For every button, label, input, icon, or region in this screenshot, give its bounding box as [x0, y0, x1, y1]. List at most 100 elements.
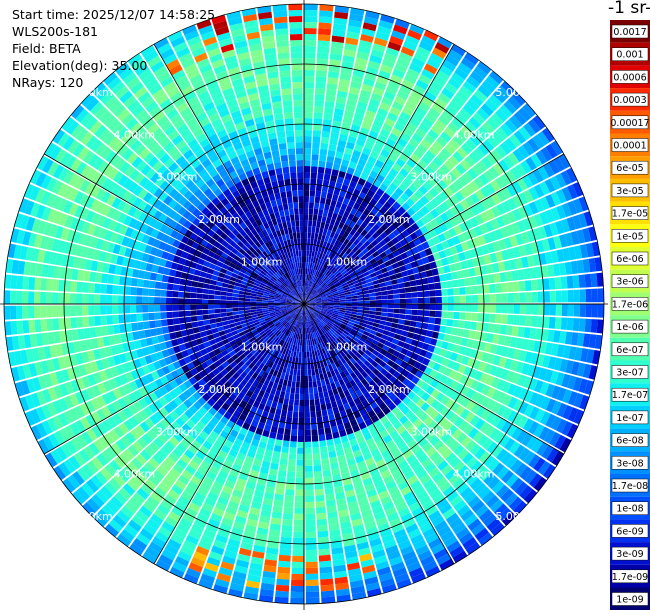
- ppi-gate: [313, 136, 321, 143]
- ppi-gate: [319, 203, 325, 210]
- ppi-gate: [310, 357, 313, 363]
- ppi-gate: [227, 288, 234, 292]
- ppi-gate: [562, 304, 568, 316]
- ppi-gate: [408, 275, 415, 281]
- ppi-gate: [313, 381, 318, 388]
- ppi-gate: [209, 290, 216, 295]
- ppi-gate: [405, 315, 412, 321]
- ppi-gate: [387, 290, 393, 295]
- ppi-gate: [292, 562, 304, 568]
- ppi-gate: [496, 294, 502, 303]
- ppi-gate: [434, 282, 441, 289]
- ppi-gate: [466, 295, 472, 303]
- ppi-gate: [296, 472, 304, 478]
- ppi-gate: [519, 315, 526, 326]
- ppi-gate: [526, 304, 532, 315]
- ppi-gate: [496, 304, 502, 313]
- ppi-gate: [306, 340, 308, 346]
- ppi-gate: [204, 278, 211, 284]
- ppi-gate: [381, 291, 388, 296]
- ppi-gate: [210, 280, 217, 286]
- ppi-gate: [16, 276, 23, 290]
- ppi-gate: [304, 58, 315, 64]
- ppi-gate: [250, 304, 256, 307]
- ppi-gate: [387, 313, 394, 318]
- ppi-gate: [34, 278, 41, 291]
- ppi-gate: [291, 387, 296, 394]
- ppi-gate: [226, 296, 232, 300]
- ppi-gate: [297, 448, 304, 454]
- ppi-gate: [94, 283, 101, 293]
- ppi-gate: [160, 312, 167, 319]
- ppi-gate: [268, 304, 274, 306]
- ppi-gate: [289, 447, 296, 454]
- ppi-gate: [400, 299, 406, 304]
- ppi-gate: [239, 291, 245, 295]
- ppi-gate: [316, 501, 326, 508]
- ppi-gate: [334, 302, 340, 304]
- ppi-gate: [364, 304, 370, 307]
- ppi-gate: [439, 274, 446, 282]
- ppi-gate: [312, 154, 319, 161]
- ppi-gate: [304, 178, 310, 184]
- ppi-gate: [305, 496, 314, 502]
- ppi-gate: [76, 294, 82, 305]
- ppi-gate: [76, 282, 83, 293]
- ppi-gate: [166, 312, 173, 319]
- ppi-gate: [154, 312, 161, 319]
- ppi-gate: [197, 282, 204, 288]
- ppi-gate: [203, 320, 210, 326]
- ppi-gate: [376, 300, 382, 304]
- ppi-gate: [310, 238, 314, 244]
- ppi-gate: [178, 311, 185, 317]
- ppi-gate: [549, 278, 556, 290]
- ppi-gate: [173, 318, 180, 325]
- ppi-gate: [465, 313, 472, 321]
- ppi-gate: [357, 310, 363, 313]
- ppi-gate: [155, 320, 162, 328]
- ppi-gate: [196, 293, 202, 298]
- ppi-gate: [172, 311, 179, 317]
- ppi-gate: [299, 418, 305, 424]
- ppi-gate: [214, 300, 220, 304]
- ppi-gate: [310, 190, 316, 196]
- ppi-gate: [226, 300, 232, 304]
- ppi-gate: [439, 326, 446, 334]
- ppi-gate: [298, 430, 304, 436]
- ppi-gate: [592, 289, 598, 303]
- ppi-gate: [369, 311, 375, 315]
- ppi-gate: [227, 316, 234, 321]
- ppi-gate: [532, 304, 538, 315]
- ppi-gate: [304, 346, 306, 352]
- ppi-gate: [305, 382, 309, 388]
- ppi-gate: [118, 295, 124, 304]
- ppi-gate: [327, 506, 337, 513]
- ppi-gate: [397, 324, 404, 330]
- ppi-gate: [320, 149, 328, 156]
- ppi-gate: [314, 106, 324, 113]
- ppi-gate: [28, 306, 34, 319]
- ppi-gate: [238, 294, 244, 298]
- ppi-gate: [304, 4, 318, 10]
- ppi-gate: [178, 305, 184, 311]
- ppi-gate: [321, 452, 329, 459]
- ppi-gate: [305, 436, 311, 442]
- ppi-gate: [311, 172, 317, 178]
- ppi-gate: [417, 316, 424, 322]
- ppi-gate: [388, 304, 394, 308]
- ppi-gate: [358, 304, 364, 307]
- ppi-gate: [312, 375, 316, 381]
- ppi-gate: [107, 274, 114, 284]
- ppi-gate: [46, 292, 52, 304]
- ppi-gate: [300, 394, 304, 400]
- ppi-gate: [317, 380, 322, 387]
- ppi-gate: [278, 397, 284, 404]
- ppi-gate: [250, 299, 256, 302]
- ppi-gate: [277, 427, 284, 434]
- ppi-gate: [130, 296, 136, 304]
- ppi-gate: [301, 334, 303, 340]
- ppi-gate: [326, 433, 333, 440]
- ppi-gate: [307, 244, 310, 250]
- ppi-gate: [470, 322, 477, 331]
- ppi-gate: [256, 307, 262, 310]
